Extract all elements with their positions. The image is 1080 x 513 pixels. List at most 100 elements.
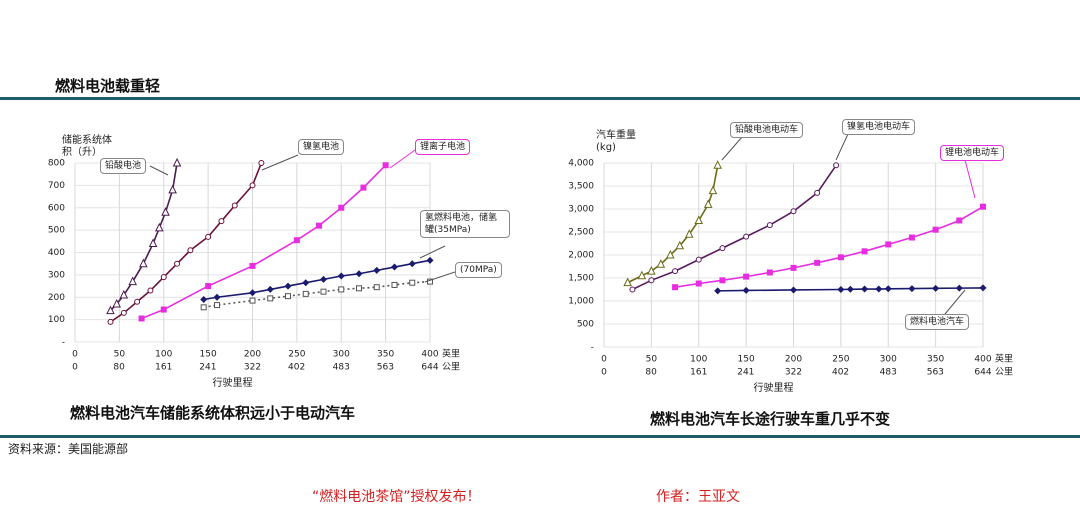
marker bbox=[714, 287, 722, 295]
marker bbox=[672, 268, 679, 275]
marker bbox=[846, 285, 854, 293]
y-tick-label: 800 bbox=[48, 159, 65, 169]
leader-line bbox=[261, 154, 299, 171]
marker bbox=[174, 260, 181, 267]
slide-title: 燃料电池载重轻 bbox=[55, 77, 161, 95]
leader-line bbox=[944, 289, 966, 315]
marker bbox=[814, 189, 821, 196]
y-axis-label: 储能系统体 bbox=[62, 133, 112, 146]
marker bbox=[391, 263, 398, 271]
x-tick-label: 0 bbox=[601, 355, 607, 365]
y-axis-label: (kg) bbox=[596, 142, 616, 153]
marker bbox=[708, 185, 718, 195]
series-line bbox=[109, 162, 178, 312]
marker bbox=[908, 285, 916, 293]
y-tick-label: 4,000 bbox=[568, 159, 594, 169]
marker bbox=[302, 290, 309, 297]
y-tick-label: 2,500 bbox=[568, 228, 594, 238]
marker bbox=[391, 281, 398, 288]
marker bbox=[302, 279, 310, 287]
footer-rule bbox=[0, 435, 1080, 438]
marker bbox=[980, 203, 986, 210]
x-tick-label: 350 bbox=[927, 355, 944, 365]
x2-tick-label: 322 bbox=[785, 368, 802, 378]
marker bbox=[408, 260, 416, 268]
marker bbox=[932, 226, 939, 233]
series-line bbox=[141, 164, 387, 320]
author: 作者：王亚文 bbox=[656, 489, 740, 505]
marker bbox=[160, 306, 167, 313]
marker bbox=[648, 277, 655, 284]
x-tick-label: 100 bbox=[690, 355, 707, 365]
marker bbox=[908, 234, 915, 241]
header-rule bbox=[0, 97, 1080, 100]
marker bbox=[214, 302, 220, 309]
series-callout: 锂电池电动车 bbox=[940, 145, 1005, 161]
marker bbox=[258, 160, 265, 166]
x-axis-label: 行驶里程 bbox=[754, 381, 794, 394]
y-tick-label: 500 bbox=[48, 226, 65, 236]
series-callout: 镍氢电池 bbox=[298, 139, 345, 155]
marker bbox=[249, 262, 256, 269]
marker bbox=[172, 157, 182, 167]
marker bbox=[979, 284, 987, 292]
x2-tick-label: 80 bbox=[113, 363, 125, 373]
marker bbox=[814, 259, 821, 266]
x-tick-label: 200 bbox=[244, 350, 261, 360]
marker bbox=[695, 280, 702, 287]
x-tick-label: 400 bbox=[421, 350, 438, 360]
marker bbox=[409, 279, 416, 286]
y-axis-label: 积（升） bbox=[62, 146, 102, 158]
marker bbox=[675, 240, 685, 250]
series-callout: (70MPa) bbox=[455, 262, 502, 278]
marker bbox=[932, 284, 940, 292]
marker bbox=[267, 295, 274, 302]
marker bbox=[293, 237, 300, 244]
leader-line bbox=[835, 133, 849, 161]
marker bbox=[205, 283, 212, 290]
y-tick-label: 500 bbox=[577, 320, 594, 330]
marker bbox=[112, 298, 122, 308]
marker bbox=[885, 241, 892, 248]
marker bbox=[695, 256, 702, 263]
marker bbox=[161, 207, 170, 216]
marker bbox=[861, 285, 869, 293]
y-tick-label: 600 bbox=[48, 203, 65, 213]
series-callout: 铅酸电池电动车 bbox=[730, 122, 804, 138]
marker bbox=[249, 297, 256, 304]
y-tick-label: 1,000 bbox=[568, 297, 594, 307]
series-line bbox=[674, 206, 984, 288]
marker bbox=[128, 276, 137, 286]
x-axis-label: 行驶里程 bbox=[213, 376, 253, 389]
marker bbox=[766, 269, 773, 276]
x-tick-label: 300 bbox=[333, 350, 350, 360]
marker bbox=[187, 247, 194, 254]
marker bbox=[249, 289, 256, 297]
marker bbox=[284, 282, 292, 290]
marker bbox=[231, 202, 238, 209]
marker bbox=[373, 284, 380, 291]
leader-line bbox=[424, 271, 456, 283]
marker bbox=[790, 286, 797, 294]
x2-tick-label: 0 bbox=[72, 363, 78, 373]
marker bbox=[743, 273, 750, 280]
marker bbox=[656, 259, 666, 268]
marker bbox=[148, 238, 158, 248]
series-line bbox=[717, 287, 984, 292]
x2-tick-label: 161 bbox=[155, 363, 172, 373]
marker bbox=[861, 248, 868, 255]
series-callout: 燃料电池汽车 bbox=[905, 314, 970, 330]
marker bbox=[139, 258, 148, 268]
marker bbox=[316, 222, 323, 229]
marker bbox=[120, 309, 127, 316]
marker bbox=[713, 160, 723, 169]
x2-tick-label: 241 bbox=[737, 368, 754, 378]
x-tick-label: 150 bbox=[738, 355, 755, 365]
marker bbox=[218, 218, 225, 225]
marker bbox=[106, 305, 115, 315]
marker bbox=[134, 298, 141, 305]
x2-tick-label: 563 bbox=[377, 363, 394, 373]
series-line bbox=[632, 164, 837, 291]
marker bbox=[285, 293, 291, 300]
x2-tick-label: 644 bbox=[421, 363, 438, 373]
